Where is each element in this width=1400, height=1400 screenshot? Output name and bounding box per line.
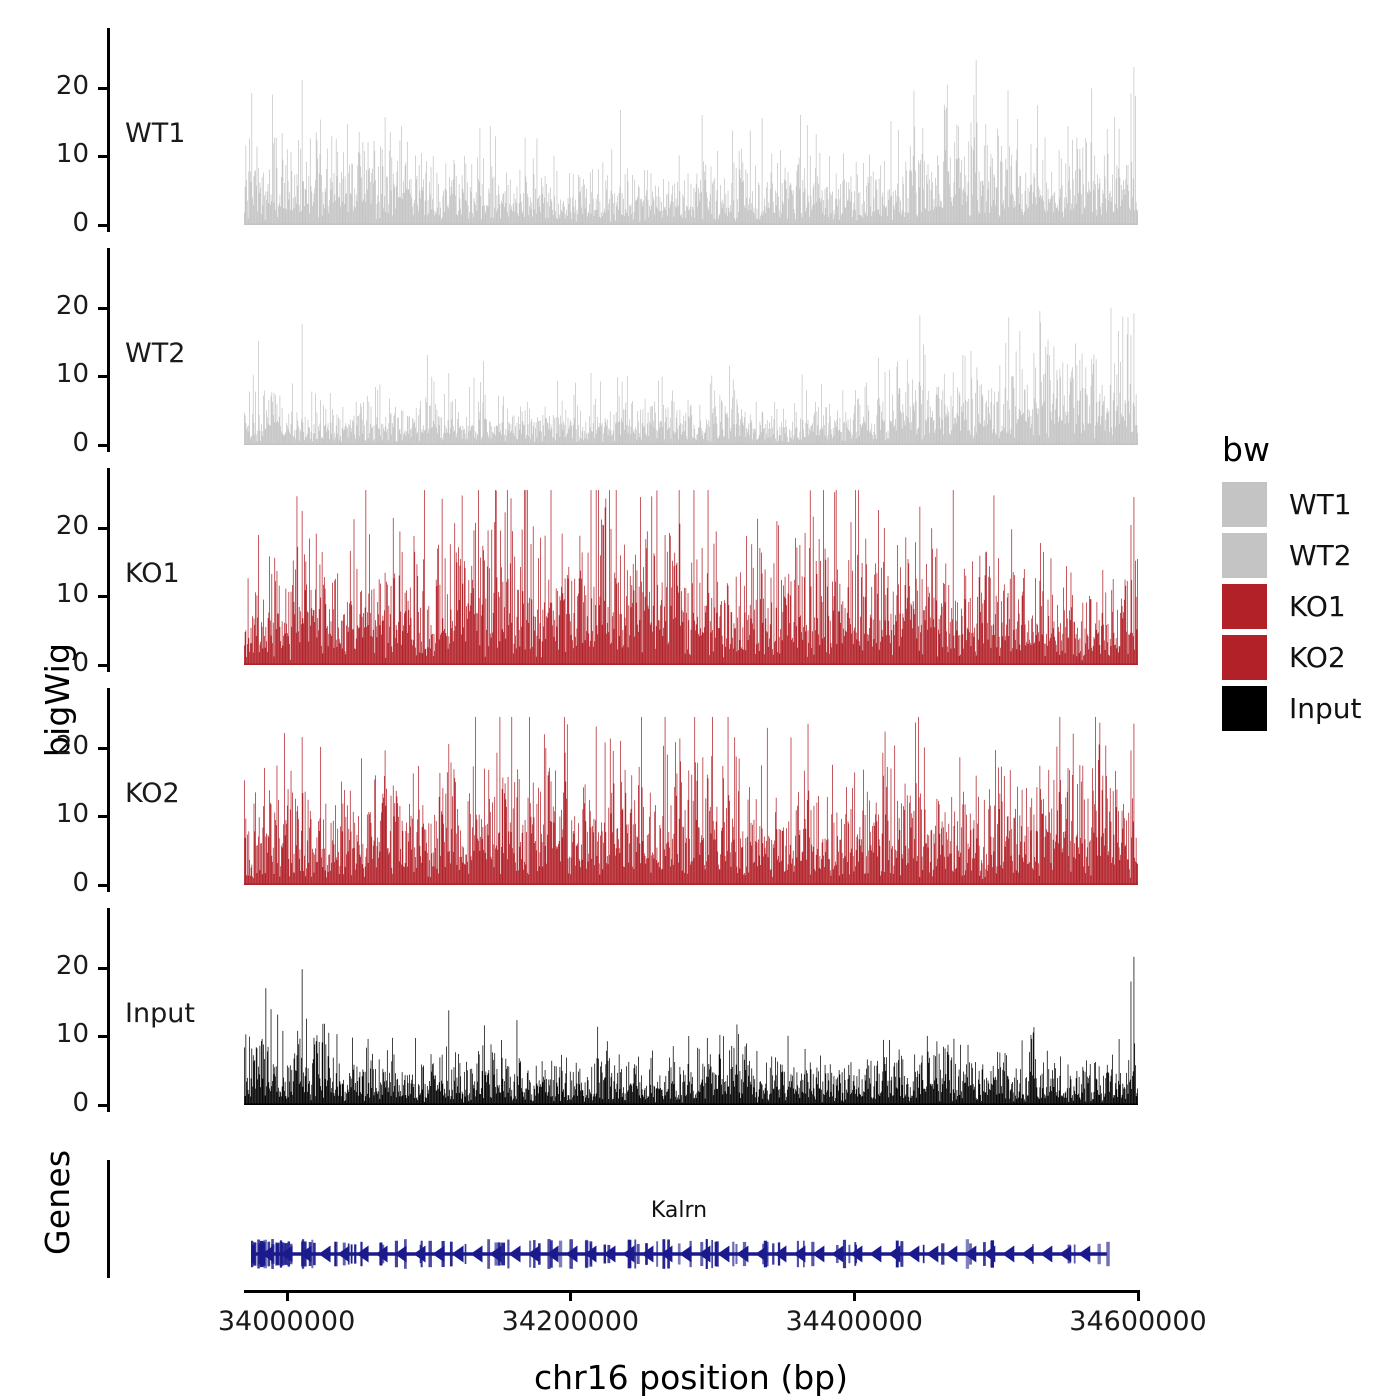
- y-tick-label: 20: [55, 730, 89, 761]
- legend-item-wt1[interactable]: WT1: [1222, 482, 1352, 527]
- genes-axis-line: [107, 1160, 110, 1278]
- y-tick: [98, 664, 107, 667]
- track-panel-wt1: 0 10 20 WT1: [0, 28, 1400, 238]
- y-tick: [98, 224, 107, 227]
- track-strip-label-ko1: KO1: [125, 557, 180, 589]
- y-tick-label: 20: [55, 950, 89, 981]
- y-tick: [98, 306, 107, 310]
- y-tick: [98, 815, 107, 819]
- y-tick: [98, 1104, 107, 1107]
- y-tick: [98, 966, 107, 970]
- coverage-track-ko2: [244, 688, 1138, 892]
- legend: bw WT1 WT2 KO1 KO2 Input: [1222, 430, 1400, 731]
- y-tick: [98, 595, 107, 599]
- y-tick: [98, 155, 107, 159]
- y-tick-label: 0: [72, 648, 89, 678]
- gene-model-kalrn: [244, 1222, 1138, 1292]
- track-strip-label-wt2: WT2: [125, 337, 186, 369]
- x-axis-title: chr16 position (bp): [534, 1358, 848, 1397]
- y-tick: [98, 1035, 107, 1039]
- track-panel-ko2: 0 10 20 KO2: [0, 688, 1400, 898]
- x-tick: [285, 1292, 289, 1301]
- y-axis-line: [107, 688, 110, 892]
- y-tick: [98, 375, 107, 379]
- y-tick-label: 0: [72, 1088, 89, 1118]
- legend-label-wt2: WT2: [1289, 539, 1352, 572]
- legend-label-input: Input: [1289, 692, 1362, 725]
- coverage-track-ko1: [244, 468, 1138, 672]
- legend-swatch-input: [1222, 686, 1267, 731]
- track-strip-label-input: Input: [125, 997, 195, 1029]
- legend-swatch-ko2: [1222, 635, 1267, 680]
- legend-swatch-ko1: [1222, 584, 1267, 629]
- legend-item-wt2[interactable]: WT2: [1222, 533, 1352, 578]
- track-panel-input: 0 10 20 Input: [0, 908, 1400, 1118]
- legend-item-input[interactable]: Input: [1222, 686, 1362, 731]
- y-tick-label: 10: [55, 1019, 89, 1050]
- y-tick-label: 20: [55, 510, 89, 541]
- x-tick: [853, 1292, 857, 1301]
- y-tick: [98, 444, 107, 447]
- y-tick-label: 0: [72, 868, 89, 898]
- legend-item-ko2[interactable]: KO2: [1222, 635, 1346, 680]
- legend-label-wt1: WT1: [1289, 488, 1352, 521]
- y-axis-line: [107, 248, 110, 452]
- y-tick-label: 10: [55, 359, 89, 390]
- track-strip-label-ko2: KO2: [125, 777, 180, 809]
- legend-label-ko2: KO2: [1289, 641, 1346, 674]
- x-tick-label: 34400000: [785, 1306, 923, 1337]
- track-panel-wt2: 0 10 20 WT2: [0, 248, 1400, 458]
- coverage-track-wt1: [244, 28, 1138, 232]
- x-axis-line: [244, 1290, 1140, 1293]
- y-axis-line: [107, 908, 110, 1112]
- track-panel-ko1: 0 10 20 KO1: [0, 468, 1400, 678]
- y-tick-label: 10: [55, 579, 89, 610]
- y-tick-label: 20: [55, 290, 89, 321]
- genes-panel: Kalrn: [0, 1160, 1400, 1292]
- track-strip-label-wt1: WT1: [125, 117, 186, 149]
- x-tick: [569, 1292, 573, 1301]
- y-tick: [98, 884, 107, 887]
- legend-title: bw: [1222, 430, 1270, 469]
- x-tick: [1137, 1292, 1140, 1301]
- y-tick-label: 0: [72, 428, 89, 458]
- x-tick-label: 34000000: [217, 1306, 356, 1337]
- x-tick-label: 34200000: [501, 1306, 640, 1337]
- legend-swatch-wt2: [1222, 533, 1267, 578]
- coverage-track-wt2: [244, 248, 1138, 452]
- y-tick: [98, 746, 107, 750]
- y-tick: [98, 526, 107, 530]
- y-tick-label: 10: [55, 139, 89, 170]
- y-tick-label: 0: [72, 208, 89, 238]
- y-tick-label: 20: [55, 70, 89, 101]
- gene-name-label: Kalrn: [650, 1198, 708, 1223]
- x-axis: 34000000 34200000 34400000 34600000: [0, 1290, 1400, 1350]
- coverage-track-input: [244, 908, 1138, 1112]
- legend-label-ko1: KO1: [1289, 590, 1346, 623]
- y-tick-label: 10: [55, 799, 89, 830]
- y-tick: [98, 86, 107, 90]
- legend-item-ko1[interactable]: KO1: [1222, 584, 1346, 629]
- x-tick-label: 34600000: [1069, 1306, 1207, 1337]
- y-axis-line: [107, 468, 110, 672]
- y-axis-line: [107, 28, 110, 232]
- legend-swatch-wt1: [1222, 482, 1267, 527]
